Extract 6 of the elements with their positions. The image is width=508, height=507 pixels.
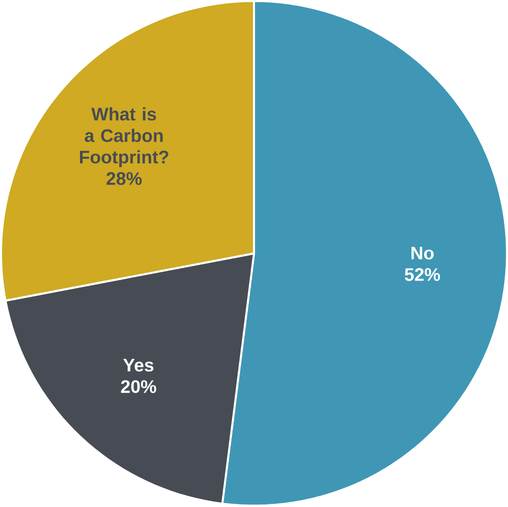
- slice-label: No: [411, 247, 434, 260]
- data-label: 20%: [121, 380, 156, 394]
- slice-label: What is a Carbon Footprint?: [80, 107, 168, 168]
- data-label: 52%: [404, 268, 440, 282]
- slice-label: Yes: [123, 359, 154, 372]
- data-label: 28%: [106, 172, 142, 186]
